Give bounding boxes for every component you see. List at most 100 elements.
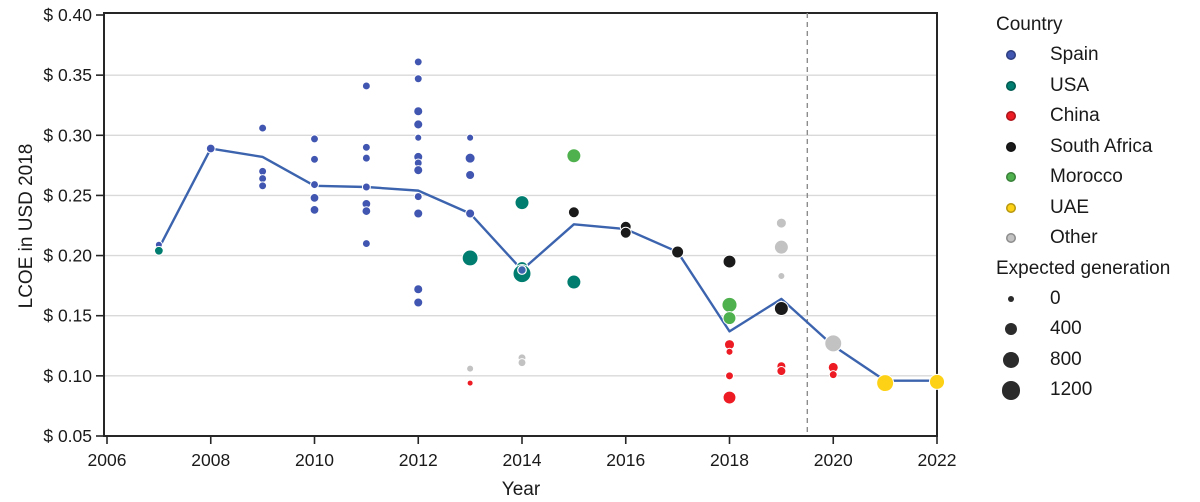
- data-point-spain-2011: [361, 206, 372, 216]
- data-point-spain-2012: [413, 192, 423, 202]
- data-point-spain-2010: [310, 154, 319, 164]
- x-tick-label: 2018: [710, 450, 749, 470]
- data-point-spain-2009: [258, 123, 268, 133]
- legend-size-item-400: 400: [996, 314, 1200, 345]
- data-point-spain-2012: [413, 74, 423, 84]
- data-point-south-africa-2017: [671, 245, 685, 259]
- data-point-spain-2013: [464, 152, 476, 164]
- data-point-other-2019: [777, 272, 786, 281]
- plot-frame: [103, 12, 938, 437]
- trend-line: [157, 147, 937, 382]
- generation-size-dot: [1001, 380, 1021, 400]
- legend-size-items: 0 400 800 1200: [996, 284, 1200, 406]
- data-point-south-africa-2016: [619, 226, 632, 239]
- data-point-other-2013: [466, 364, 475, 373]
- data-point-spain-2012: [413, 57, 423, 67]
- y-tick-label: $ 0.30: [43, 125, 92, 145]
- chart-legend: Country Spain USA China South Africa Morocco…: [996, 10, 1200, 406]
- data-point-spain-2013: [465, 169, 476, 181]
- y-tick-label: $ 0.40: [43, 5, 92, 25]
- generation-size-dot: [1008, 295, 1014, 302]
- legend-size-title: Expected generation: [996, 257, 1171, 279]
- legend-country-items: Spain USA China South Africa Morocco UAE Other: [996, 40, 1200, 254]
- y-tick-label: $ 0.35: [43, 65, 92, 85]
- data-point-spain-2011: [361, 81, 371, 91]
- y-tick-label: $ 0.20: [43, 246, 92, 266]
- generation-size-dot: [1005, 323, 1017, 336]
- data-point-morocco-2018: [721, 296, 738, 313]
- y-tick-label: $ 0.05: [43, 426, 92, 446]
- x-tick-label: 2006: [88, 450, 127, 470]
- data-point-spain-2011: [361, 142, 371, 152]
- data-point-spain-2013: [466, 133, 475, 142]
- data-point-south-africa-2018: [722, 254, 737, 269]
- data-point-china-2018: [725, 371, 734, 381]
- data-point-spain-2012: [413, 119, 424, 130]
- data-point-spain-2010: [309, 204, 320, 215]
- legend-size-item-0: 0: [996, 284, 1200, 315]
- trend-vertex-marker: [517, 265, 527, 275]
- legend-item-south-africa: South Africa: [996, 132, 1200, 163]
- data-point-usa-2013: [461, 249, 479, 267]
- legend-size-label: 400: [1050, 318, 1082, 340]
- legend-size-label: 800: [1050, 348, 1082, 370]
- legend-country-label: South Africa: [1050, 135, 1153, 157]
- data-point-uae-2021: [876, 374, 895, 393]
- legend-item-other: Other: [996, 223, 1200, 254]
- legend-country-label: Other: [1050, 227, 1098, 249]
- legend-size-label: 0: [1050, 287, 1061, 309]
- data-point-spain-2011: [361, 153, 371, 163]
- data-point-spain-2010: [310, 180, 319, 190]
- x-tick-label: 2016: [606, 450, 645, 470]
- data-point-south-africa-2015: [567, 206, 580, 219]
- data-point-other-2020: [824, 334, 843, 353]
- data-point-usa-2015: [566, 274, 582, 290]
- data-point-usa-2014: [514, 195, 530, 211]
- legend-country-label: Spain: [1050, 44, 1099, 66]
- legend-country-title: Country: [996, 14, 1063, 35]
- legend-size-item-800: 800: [996, 345, 1200, 376]
- data-point-spain-2012: [413, 284, 424, 295]
- data-point-spain-2009: [258, 181, 268, 191]
- data-point-spain-2012: [413, 165, 424, 176]
- legend-size-item-1200: 1200: [996, 375, 1200, 406]
- data-point-spain-2012: [413, 297, 424, 308]
- other-color-dot: [1006, 233, 1016, 244]
- morocco-color-dot: [1006, 172, 1016, 183]
- data-point-spain-2008: [205, 143, 216, 154]
- x-tick-label: 2022: [918, 450, 957, 470]
- data-point-spain-2012: [413, 106, 424, 117]
- data-point-china-2018: [722, 390, 737, 405]
- x-tick-label: 2010: [295, 450, 334, 470]
- data-point-other-2019: [773, 239, 789, 255]
- y-tick-label: $ 0.15: [43, 306, 92, 326]
- x-tick-label: 2012: [399, 450, 438, 470]
- data-point-spain-2012: [413, 208, 424, 219]
- generation-size-dot: [1003, 351, 1019, 368]
- data-point-usa-2007: [154, 245, 164, 256]
- south-africa-color-dot: [1006, 141, 1016, 152]
- legend-item-uae: UAE: [996, 193, 1200, 224]
- legend-country-label: Morocco: [1050, 166, 1123, 188]
- x-tick-label: 2020: [814, 450, 853, 470]
- data-point-other-2014: [517, 358, 527, 368]
- data-point-spain-2011: [361, 239, 371, 249]
- data-point-uae-2022: [928, 373, 946, 390]
- data-point-morocco-2015: [566, 148, 582, 164]
- y-tick-label: $ 0.10: [43, 366, 92, 386]
- data-point-other-2019: [775, 217, 787, 229]
- legend-country-label: China: [1050, 105, 1100, 127]
- y-axis-title: LCOE in USD 2018: [16, 144, 37, 309]
- data-point-spain-2010: [310, 134, 319, 144]
- x-tick-label: 2014: [503, 450, 542, 470]
- data-point-china-2020: [828, 370, 838, 380]
- china-color-dot: [1006, 111, 1016, 122]
- data-point-morocco-2018: [722, 311, 737, 326]
- spain-color-dot: [1006, 50, 1016, 61]
- data-point-china-2013: [466, 379, 474, 387]
- data-point-china-2019: [776, 366, 787, 377]
- legend-country-label: UAE: [1050, 196, 1090, 218]
- data-point-spain-2011: [361, 182, 371, 192]
- data-point-china-2018: [725, 347, 734, 356]
